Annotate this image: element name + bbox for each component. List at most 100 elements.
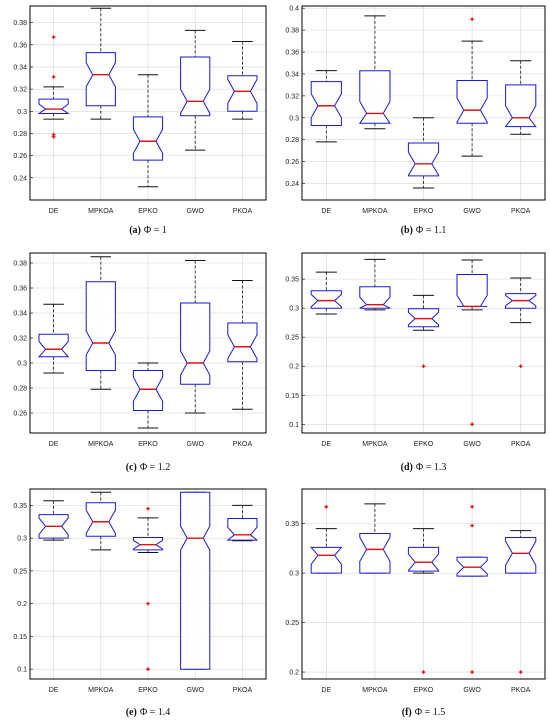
- outlier-marker: [470, 523, 474, 528]
- x-tick-label: DE: [321, 208, 331, 215]
- notched-box: [505, 537, 537, 574]
- notched-box: [456, 274, 488, 307]
- box-mpkoa: [85, 256, 116, 390]
- x-tick-label: EPKO: [414, 208, 434, 215]
- y-tick-label: 0.28: [285, 137, 299, 144]
- box-gwo: [180, 491, 211, 670]
- x-tick-label: GWO: [463, 687, 481, 694]
- y-tick-label: 0.26: [13, 153, 27, 160]
- y-tick-label: 0.25: [285, 335, 299, 342]
- notched-box: [359, 286, 391, 309]
- y-tick-label: 0.36: [13, 42, 27, 49]
- x-tick-label: MPKOA: [88, 208, 114, 215]
- x-tick-label: MPKOA: [362, 687, 388, 694]
- box-de: [37, 303, 70, 374]
- caption-label: (c): [126, 462, 137, 473]
- notched-box: [132, 537, 164, 551]
- notched-box: [85, 52, 116, 107]
- outlier-marker: [421, 364, 426, 369]
- x-tick-label: DE: [321, 441, 331, 448]
- panel-caption: (f) Φ = 1.5: [402, 707, 445, 718]
- x-tick-label: GWO: [186, 687, 204, 694]
- notched-box: [85, 281, 116, 371]
- y-tick-label: 0.34: [13, 311, 27, 318]
- x-tick-label: PKOA: [511, 208, 531, 215]
- outlier-marker: [421, 670, 426, 674]
- box-mpkoa: [359, 258, 391, 311]
- y-tick-label: 0.2: [289, 670, 299, 677]
- plot-frame: [29, 252, 267, 434]
- x-tick-label: GWO: [463, 441, 481, 448]
- y-tick-label: 0.34: [13, 64, 27, 71]
- box-mpkoa: [85, 491, 116, 551]
- notched-box: [456, 80, 488, 124]
- notched-box: [180, 491, 211, 670]
- x-tick-label: GWO: [463, 208, 481, 215]
- caption-text: Φ = 1.5: [415, 707, 445, 718]
- panel-caption: (b) Φ = 1.1: [401, 225, 447, 236]
- y-tick-label: 0.28: [13, 131, 27, 138]
- caption-text: Φ = 1.4: [140, 707, 170, 718]
- y-tick-label: 0.34: [285, 71, 299, 78]
- plot-frame: [301, 488, 546, 680]
- panel-caption: (c) Φ = 1.2: [126, 462, 171, 473]
- plot-frame: [301, 5, 546, 201]
- box-pkoa: [505, 530, 537, 674]
- y-tick-label: 0.15: [285, 393, 299, 400]
- box-epko: [132, 74, 164, 188]
- outlier-marker: [518, 670, 523, 674]
- caption-label: (e): [126, 707, 137, 718]
- notched-box: [407, 546, 440, 572]
- box-mpkoa: [358, 15, 391, 130]
- x-tick-label: GWO: [186, 441, 204, 448]
- panel-c: 0.26 0.28 0.3 0.32 0.34 0.36 0.38 DE MPKOA EPKO GW…: [13, 252, 267, 473]
- x-tick-label: EPKO: [138, 441, 158, 448]
- y-tick-label: 0.35: [13, 503, 27, 510]
- notched-box: [37, 98, 70, 114]
- y-tick-label: 0.25: [13, 568, 27, 575]
- y-tick-label: 0.1: [289, 422, 299, 429]
- panel-b: 0.24 0.26 0.28 0.3 0.32 0.34 0.36 0.38 0.4 DE MPKO…: [285, 5, 546, 236]
- box-de: [310, 505, 343, 574]
- y-tick-label: 0.26: [285, 159, 299, 166]
- notched-box: [358, 70, 391, 124]
- box-de: [38, 500, 69, 541]
- y-tick-label: 0.1: [17, 667, 27, 674]
- x-tick-label: DE: [49, 208, 59, 215]
- box-epko: [407, 528, 440, 674]
- notched-box: [227, 75, 258, 112]
- outlier-marker: [51, 75, 56, 79]
- notched-box: [132, 370, 164, 411]
- panel-e: 0.1 0.15 0.2 0.25 0.3 0.35 DE MPKOA EPKO GWO PKOA (…: [13, 488, 267, 718]
- box-de: [310, 271, 342, 315]
- y-tick-label: 0.3: [289, 306, 299, 313]
- panel-caption: (d) Φ = 1.3: [401, 462, 447, 473]
- x-tick-label: PKOA: [233, 441, 253, 448]
- y-tick-label: 0.35: [285, 521, 299, 528]
- outlier-marker: [470, 505, 474, 509]
- caption-label: (a): [129, 225, 141, 236]
- y-tick-label: 0.35: [285, 277, 299, 284]
- x-tick-label: EPKO: [414, 687, 434, 694]
- box-gwo: [180, 260, 211, 414]
- y-tick-label: 0.26: [13, 411, 27, 418]
- plot-frame: [29, 5, 267, 201]
- y-tick-label: 0.3: [17, 361, 27, 368]
- box-pkoa: [227, 280, 258, 410]
- panel-d: 0.1 0.15 0.2 0.25 0.3 0.35 DE MPKOA EPKO GWO PKOA (…: [285, 252, 546, 473]
- box-pkoa: [227, 40, 258, 120]
- y-tick-label: 0.4: [289, 6, 299, 13]
- notched-box: [37, 333, 70, 358]
- notched-box: [310, 81, 342, 126]
- box-de: [310, 70, 342, 143]
- outlier-marker: [51, 35, 56, 39]
- y-tick-label: 0.32: [13, 87, 27, 94]
- y-tick-label: 0.2: [289, 364, 299, 371]
- caption-text: Φ = 1.3: [416, 462, 446, 473]
- panel-caption: (a) Φ = 1: [129, 225, 167, 236]
- box-gwo: [456, 259, 488, 427]
- caption-text: Φ = 1.2: [140, 462, 170, 473]
- notched-box: [132, 116, 164, 161]
- x-tick-label: DE: [49, 441, 59, 448]
- caption-label: (d): [401, 462, 413, 473]
